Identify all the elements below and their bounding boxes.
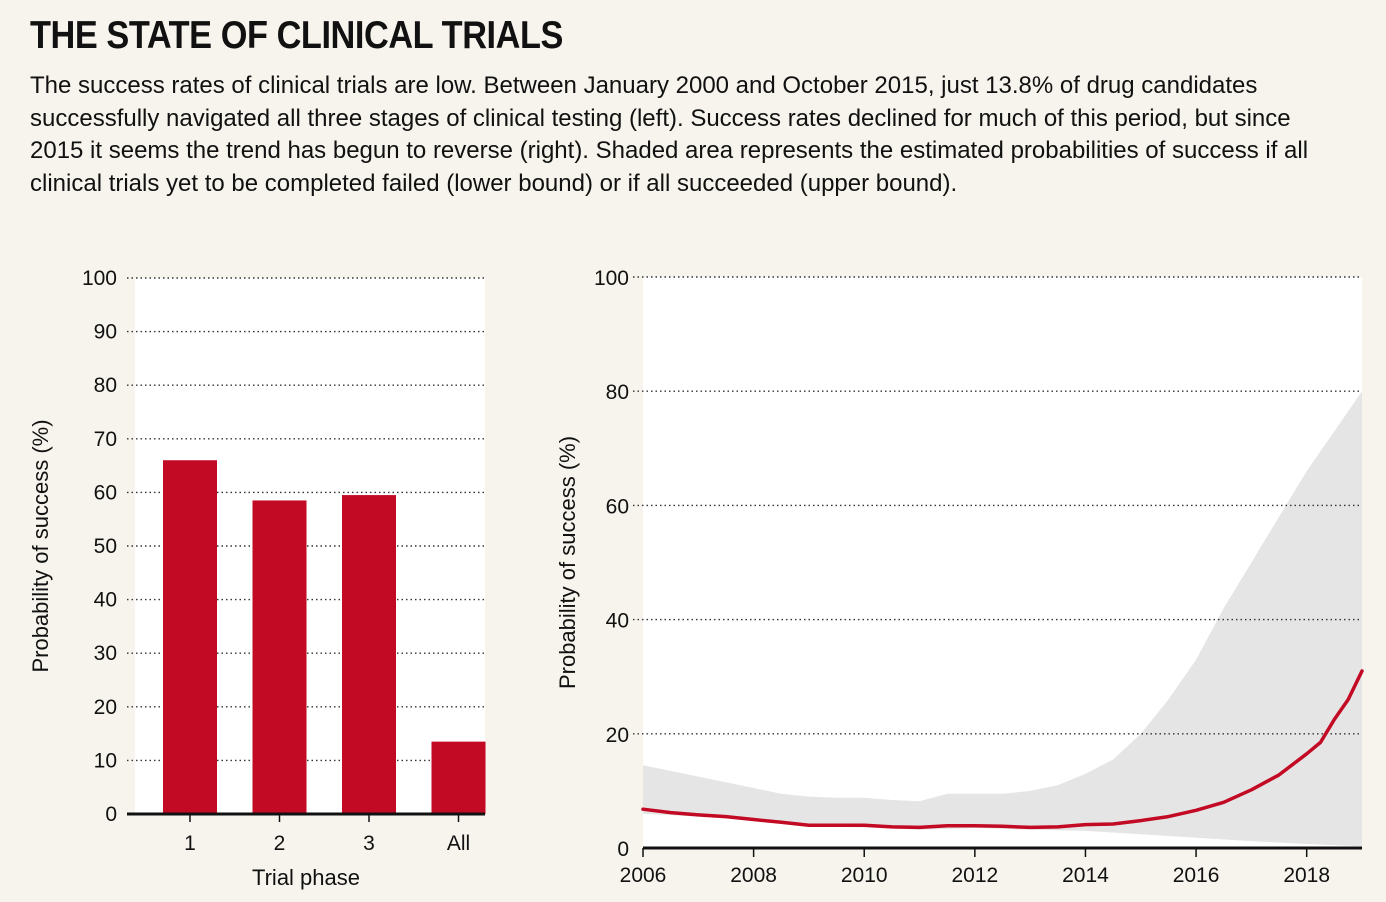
bar-chart-phase-success: 0 10 20 30 40 50 60 70 80 90 100 1 2 3 All Trial phase P…: [28, 267, 486, 890]
line-y-tick-label: 100: [594, 267, 629, 290]
bar-2: [252, 500, 307, 814]
bar-x-tick-label: 1: [184, 832, 196, 855]
line-x-tick-label: 2014: [1062, 864, 1109, 887]
chart-title: THE STATE OF CLINICAL TRIALS: [30, 14, 563, 57]
line-y-tick-label: 40: [606, 610, 629, 633]
bar-y-tick-label: 80: [94, 374, 117, 397]
line-x-tick-label: 2018: [1283, 864, 1330, 887]
uncertainty-band: [643, 391, 1362, 847]
bar-y-tick-label: 100: [82, 267, 117, 290]
chart-subtitle: The success rates of clinical trials are…: [30, 72, 1309, 197]
line-x-tick-label: 2006: [620, 864, 667, 887]
bar-y-axis-label: Probability of success (%): [28, 419, 53, 672]
bar-y-tick-label: 50: [94, 535, 117, 558]
line-x-tick-label: 2008: [730, 864, 777, 887]
line-y-tick-label: 60: [606, 495, 629, 518]
line-y-tick-label: 20: [606, 724, 629, 747]
bar-x-tick-label: 3: [363, 832, 375, 855]
bar-y-tick-label: 70: [94, 428, 117, 451]
line-x-tick-label: 2010: [841, 864, 888, 887]
bar-x-tick-label: 2: [274, 832, 286, 855]
line-y-tick-label: 80: [606, 381, 629, 404]
bar-y-tick-label: 20: [94, 696, 117, 719]
bar-y-tick-label: 90: [94, 321, 117, 344]
line-x-tick-label: 2012: [951, 864, 998, 887]
bar-1: [163, 460, 217, 814]
line-x-tick-label: 2016: [1173, 864, 1220, 887]
line-y-tick-label: 0: [617, 838, 629, 861]
bar-y-tick-label: 40: [94, 589, 117, 612]
bar-3: [342, 495, 396, 814]
bar-y-tick-label: 10: [94, 749, 117, 772]
bar-all: [431, 741, 486, 814]
bar-x-tick-label: All: [447, 832, 470, 855]
line-y-axis-label: Probability of success (%): [555, 436, 580, 689]
bar-y-tick-label: 0: [105, 803, 117, 826]
bar-y-tick-label: 60: [94, 481, 117, 504]
success-rate-line: [641, 669, 1364, 830]
bar-y-tick-label: 30: [94, 642, 117, 665]
bar-x-axis-label: Trial phase: [252, 865, 360, 890]
